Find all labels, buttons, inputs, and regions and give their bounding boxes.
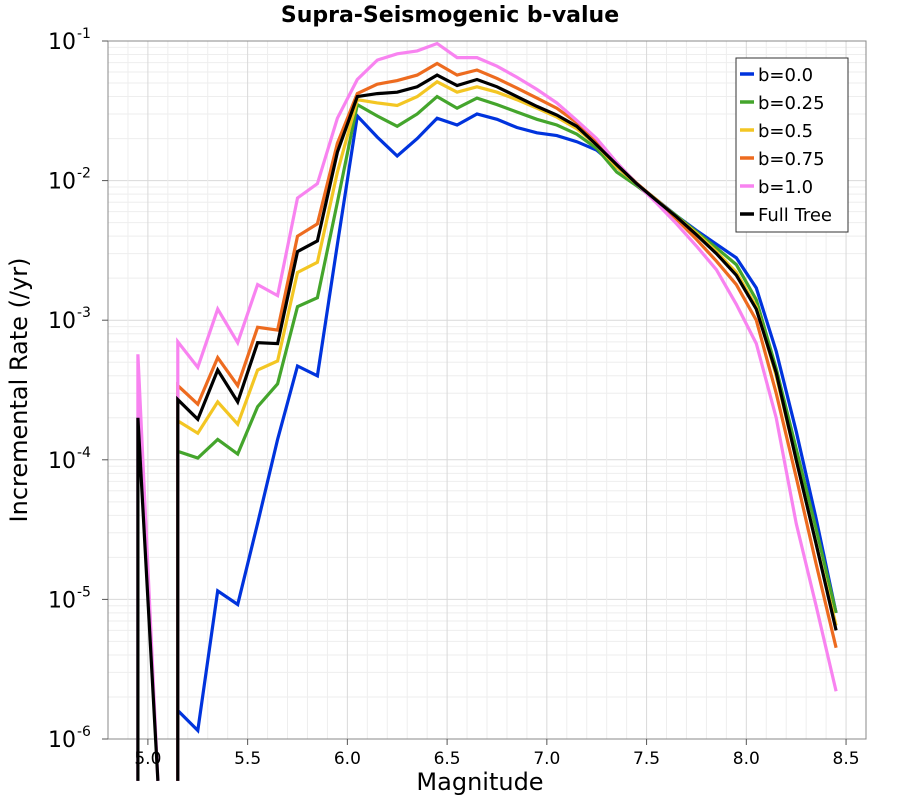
y-tick-label: 10 -6	[48, 724, 91, 753]
legend: b=0.0 b=0.25 b=0.5 b=0.75 b=1.0 Full Tree	[735, 57, 849, 233]
y-tick-exponent: -5	[77, 584, 91, 600]
y-tick-exponent: -4	[77, 445, 91, 461]
legend-label: b=0.0	[758, 65, 813, 86]
series-line-1	[176, 94, 838, 781]
series-line-5	[136, 73, 838, 781]
legend-label: b=0.25	[758, 93, 825, 114]
y-axis-label: Incremental Rate (/yr)	[5, 258, 33, 523]
series-line-3	[176, 61, 838, 781]
x-tick-label: 7.0	[533, 749, 560, 769]
y-axis-ticks: 10-610-510-410-310-210-1	[48, 26, 108, 753]
y-tick-label: 10 -5	[48, 584, 91, 613]
y-tick-exponent: -6	[77, 724, 91, 740]
y-tick-label: 10 -3	[48, 305, 91, 334]
y-tick-exponent: -2	[77, 166, 91, 182]
chart-title: Supra-Seismogenic b-value	[281, 3, 619, 28]
y-tick-base: 10	[48, 728, 76, 753]
legend-label: b=1.0	[758, 177, 813, 198]
legend-label: b=0.5	[758, 121, 813, 142]
y-tick-base: 10	[48, 588, 76, 613]
legend-box	[735, 57, 849, 233]
x-tick-label: 5.5	[234, 749, 261, 769]
x-axis-ticks: 5.0 5.5 6.0 6.5 7.0 7.5 8.0 8.5	[134, 739, 860, 769]
y-tick-exponent: -1	[77, 26, 91, 42]
y-tick-label: 10 -2	[48, 166, 91, 195]
series-line-0	[176, 112, 838, 781]
series-lines	[136, 41, 838, 781]
x-tick-label: 8.0	[733, 749, 760, 769]
y-tick-label: 10 -1	[48, 26, 91, 55]
plot-frame	[107, 40, 867, 740]
y-tick-base: 10	[48, 30, 76, 55]
x-axis-label: Magnitude	[416, 768, 543, 796]
y-tick-base: 10	[48, 449, 76, 474]
x-tick-label: 6.5	[434, 749, 461, 769]
x-tick-label: 8.5	[833, 749, 860, 769]
legend-label: b=0.75	[758, 149, 825, 170]
legend-label: Full Tree	[758, 205, 832, 226]
x-tick-label: 6.0	[334, 749, 361, 769]
y-tick-exponent: -3	[77, 305, 91, 321]
x-tick-label: 5.0	[134, 749, 161, 769]
y-tick-label: 10 -4	[48, 445, 91, 474]
x-tick-label: 7.5	[633, 749, 660, 769]
y-tick-base: 10	[48, 309, 76, 334]
y-tick-base: 10	[48, 170, 76, 195]
